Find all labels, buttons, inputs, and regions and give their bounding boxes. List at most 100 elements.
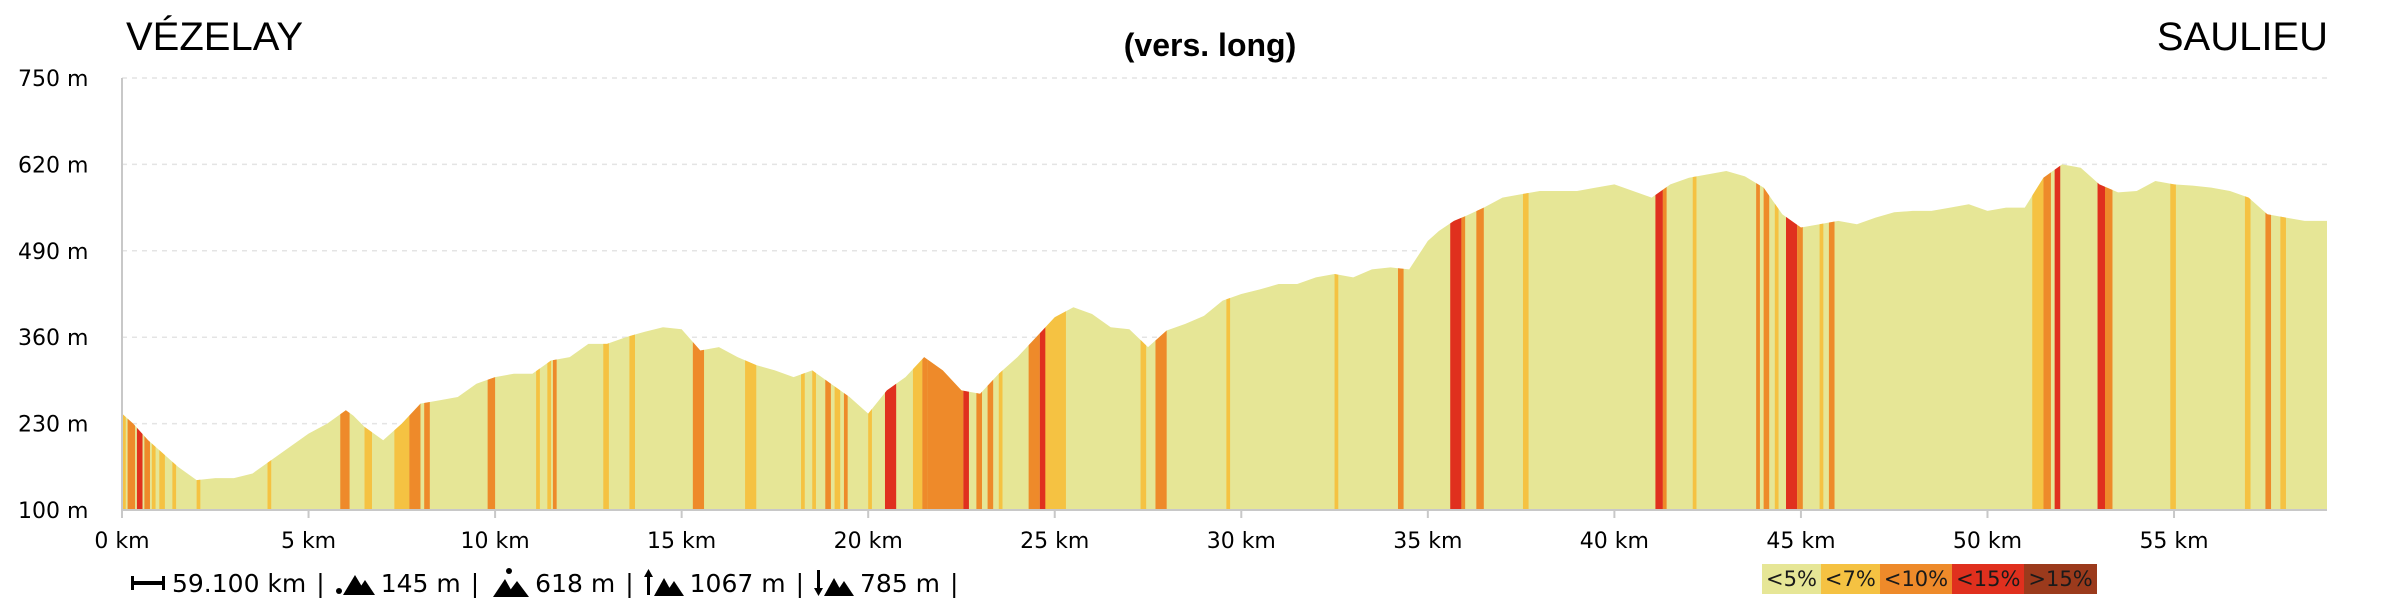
stats-separator: |: [316, 568, 325, 598]
stats-separator: |: [795, 568, 805, 598]
gradient-band: [2054, 164, 2061, 510]
gradient-band: [2280, 164, 2286, 510]
gradient-band: [1662, 164, 1667, 510]
gradient-band: [927, 164, 955, 510]
gradient-band: [963, 164, 969, 510]
gradient-band: [2043, 164, 2051, 510]
gradient-band: [629, 164, 636, 510]
gradient-band: [1797, 164, 1803, 510]
min-altitude-stat: 145 m: [335, 569, 461, 598]
gradient-band: [1756, 164, 1760, 510]
ascent-value: 1067 m: [689, 568, 786, 598]
gradient-band: [868, 164, 872, 510]
gradient-band: [912, 164, 923, 510]
gradient-band: [1819, 164, 1824, 510]
x-tick-label: 30 km: [1207, 529, 1276, 554]
gradient-band: [1140, 164, 1147, 510]
gradient-band: [1028, 164, 1040, 510]
start-location-title: VÉZELAY: [126, 14, 303, 59]
x-tick-label: 55 km: [2139, 529, 2208, 554]
legend-item-lt7: <7%: [1820, 564, 1880, 594]
gradient-band: [409, 164, 421, 510]
gradient-band: [801, 164, 805, 510]
gradient-band: [340, 164, 350, 510]
y-axis-tick-labels: 100 m 230 m 360 m 490 m 620 m 750 m: [18, 67, 88, 524]
gradient-band: [998, 164, 1003, 510]
descent-stat: 785 m: [814, 569, 940, 598]
y-tick-label: 230 m: [18, 413, 88, 438]
gradient-band: [1763, 164, 1770, 510]
distance-value: 59.100 km: [172, 568, 307, 598]
descent-icon: [814, 570, 855, 596]
x-tick-label: 40 km: [1580, 529, 1649, 554]
gradient-band: [364, 164, 372, 510]
gradient-band: [2244, 164, 2251, 510]
gradient-band: [1655, 164, 1663, 510]
gradient-band: [843, 164, 848, 510]
gradient-band: [1450, 164, 1462, 510]
gradient-band: [976, 164, 982, 510]
gradient-band: [1045, 164, 1066, 510]
legend-item-lt15: <15%: [1952, 564, 2025, 594]
route-variant-title: (vers. long): [1124, 27, 1296, 63]
min-altitude-icon: [335, 575, 375, 595]
max-altitude-icon: [493, 568, 530, 597]
x-tick-label: 25 km: [1020, 529, 1089, 554]
gradient-band: [172, 164, 177, 510]
y-tick-label: 490 m: [18, 240, 88, 265]
gradient-band: [2105, 164, 2113, 510]
gradient-band: [1334, 164, 1339, 510]
legend-item-lt10: <10%: [1879, 564, 1953, 594]
route-stats-bar: 59.100 km | 145 m | 618 m | 1067 m |: [130, 566, 968, 600]
gradient-band: [267, 164, 272, 510]
gradient-band: [536, 164, 540, 510]
stats-separator: |: [470, 568, 480, 598]
y-tick-label: 100 m: [18, 499, 88, 524]
gradient-band: [487, 164, 496, 510]
legend-item-lt5: <5%: [1762, 564, 1821, 594]
gradient-band: [987, 164, 994, 510]
gradient-band: [2097, 164, 2106, 510]
y-tick-label: 620 m: [18, 153, 88, 178]
gradient-band: [127, 164, 136, 510]
gradient-band: [159, 164, 165, 510]
gradient-band: [2265, 164, 2272, 510]
y-tick-label: 750 m: [18, 67, 88, 92]
gradient-band: [151, 164, 156, 510]
gradient-band: [1828, 164, 1835, 510]
gradient-band: [1461, 164, 1466, 510]
axes: [121, 78, 2327, 511]
gradient-band: [2170, 164, 2176, 510]
gradient-band: [825, 164, 831, 510]
gradient-band: [603, 164, 609, 510]
gradient-band: [1397, 164, 1404, 510]
gradient-band: [424, 164, 430, 510]
stats-separator: |: [950, 568, 959, 598]
max-altitude-value: 618 m: [535, 568, 616, 598]
ascent-icon: [643, 569, 684, 596]
gradient-band: [144, 164, 150, 510]
x-tick-label: 35 km: [1393, 529, 1462, 554]
x-tick-label: 10 km: [461, 529, 530, 554]
gradient-band: [1786, 164, 1798, 510]
gradient-band: [1692, 164, 1697, 510]
gradient-band: [1039, 164, 1046, 510]
descent-value: 785 m: [860, 568, 941, 598]
gradient-band: [812, 164, 816, 510]
x-tick-label: 50 km: [1953, 529, 2022, 554]
gradient-legend: <5% <7% <10% <15% >15%: [1762, 564, 2097, 594]
gradient-band: [394, 164, 410, 510]
x-tick-label: 15 km: [647, 529, 716, 554]
x-tick-label: 0 km: [94, 529, 149, 554]
gradient-band: [834, 164, 841, 510]
gradient-band: [884, 164, 897, 510]
x-tick-label: 45 km: [1766, 529, 1835, 554]
gradient-band: [196, 164, 201, 510]
distance-stat: 59.100 km: [130, 569, 306, 598]
x-tick-label: 20 km: [834, 529, 903, 554]
gradient-band: [922, 164, 928, 510]
gradient-band: [552, 164, 557, 510]
gradient-band: [1774, 164, 1779, 510]
gradient-band: [2032, 164, 2044, 510]
